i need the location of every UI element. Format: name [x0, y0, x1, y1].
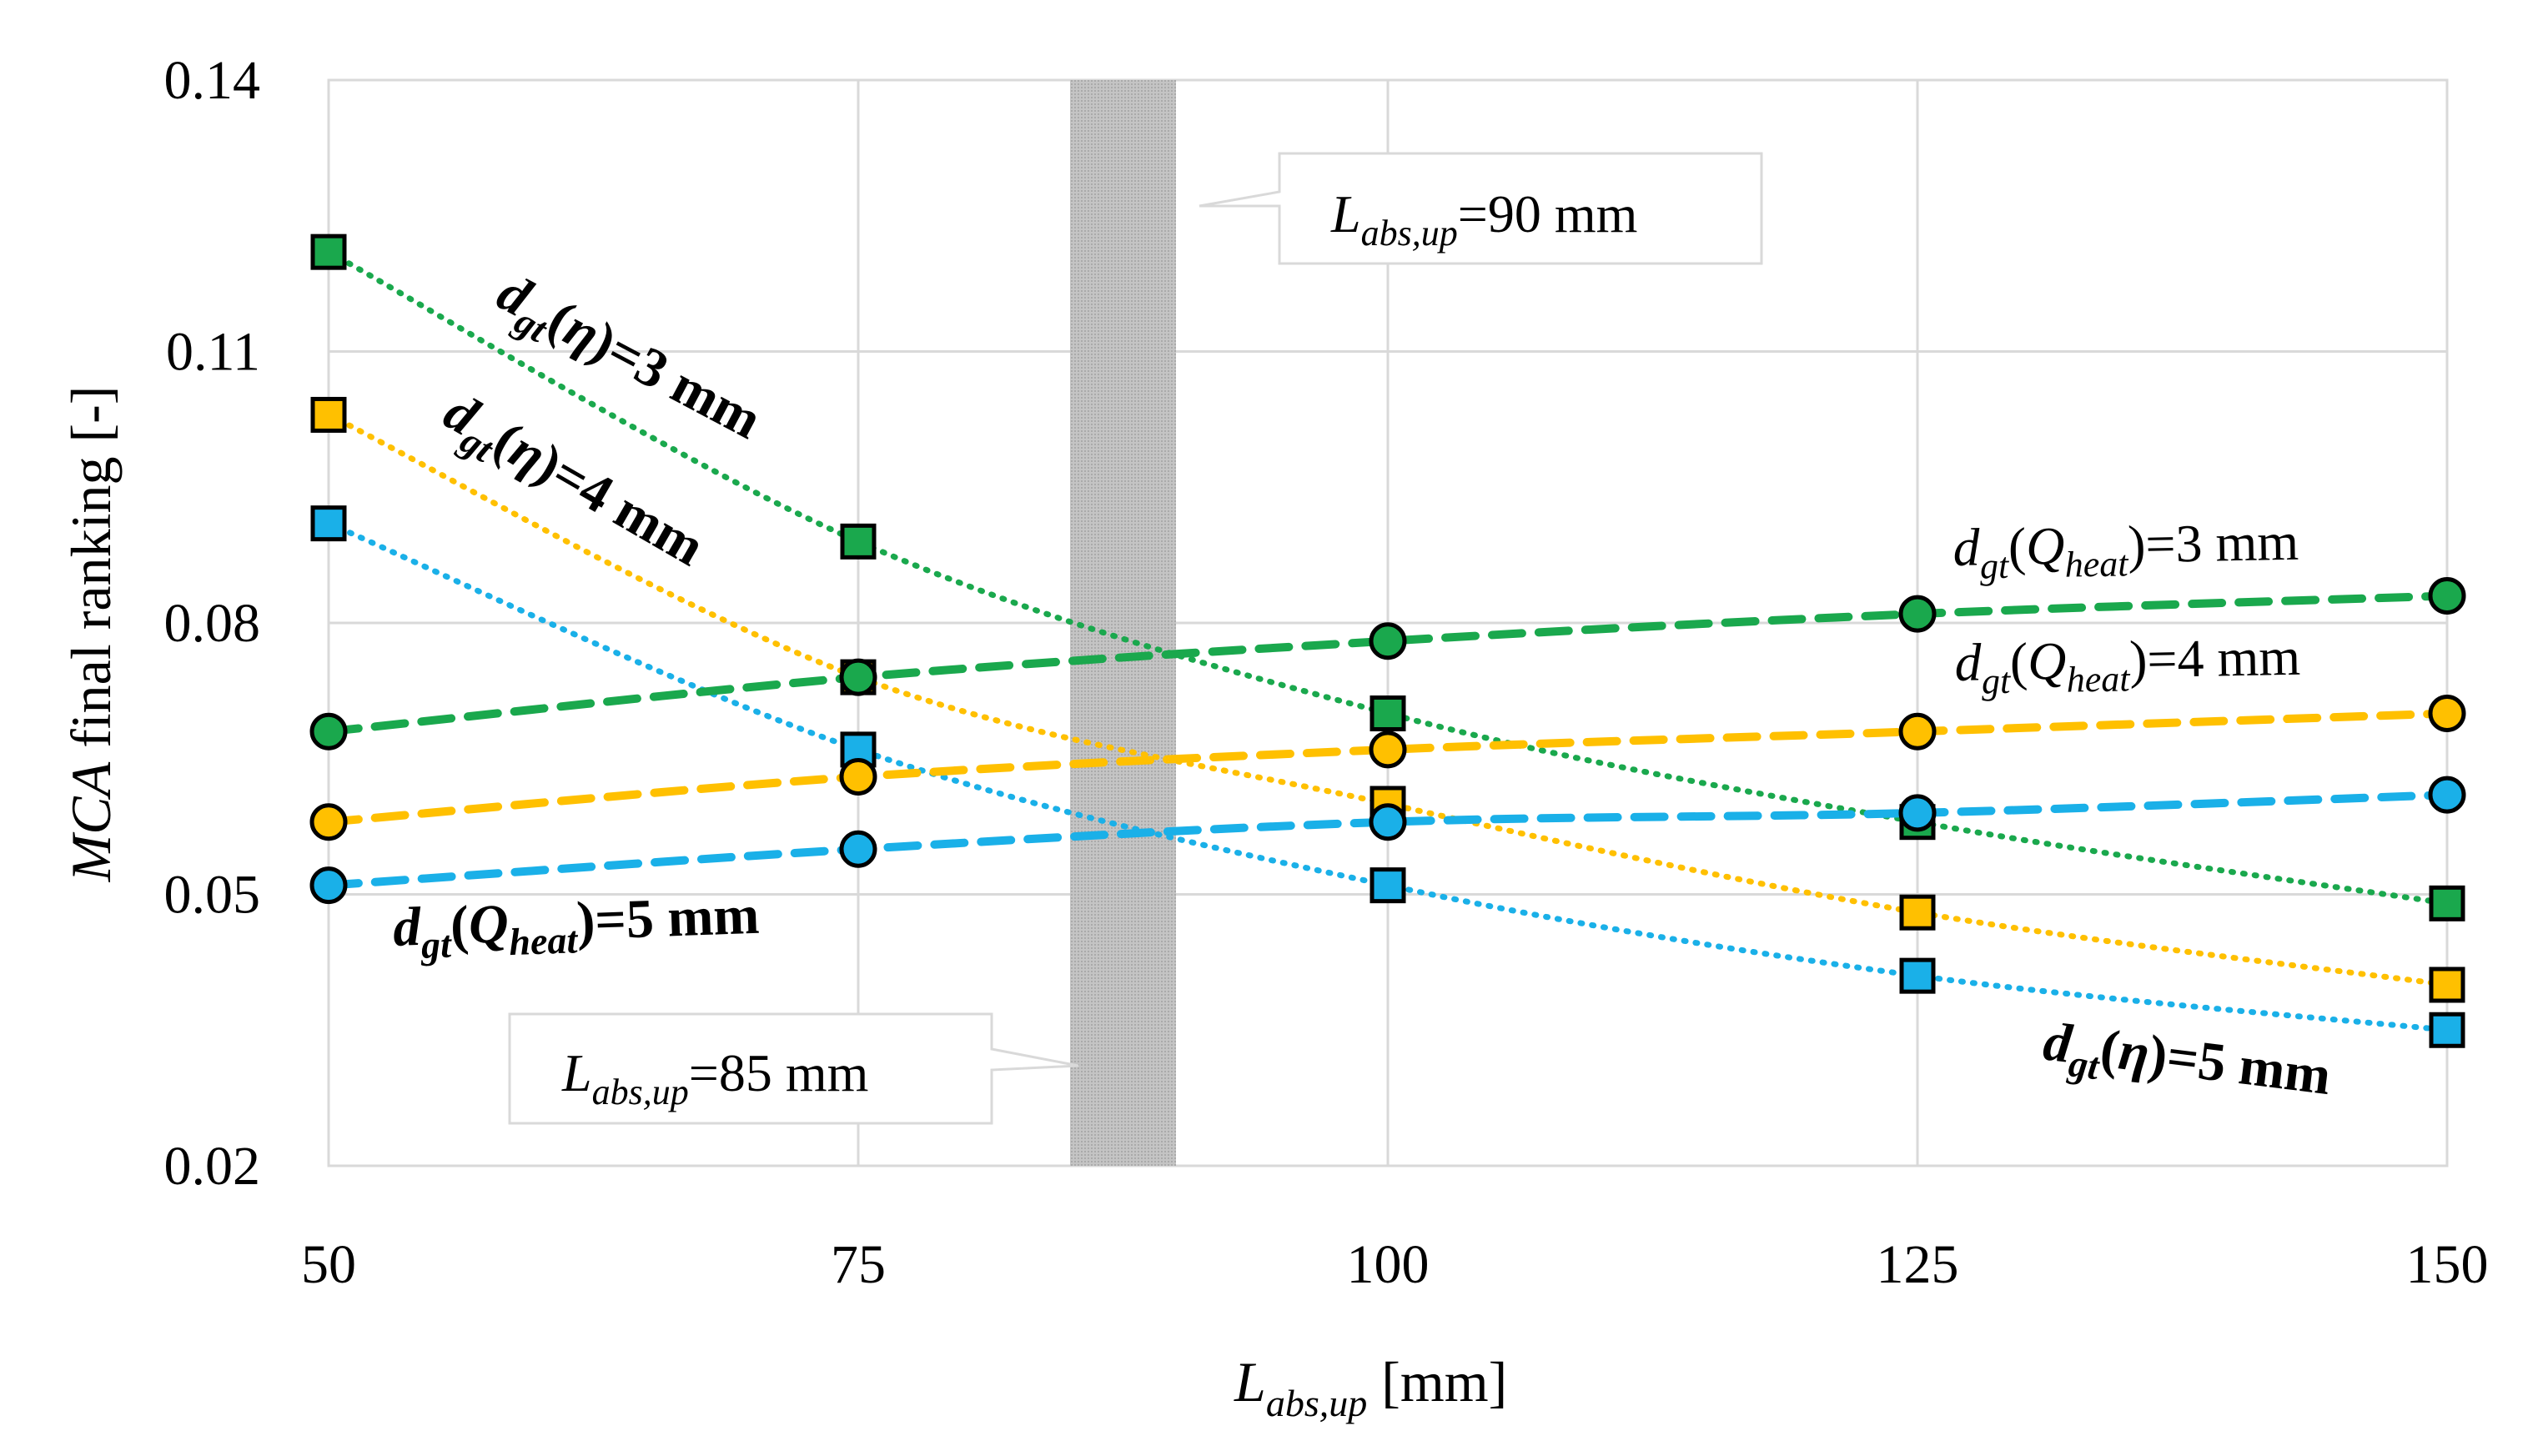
x-axis-title: Labs,up [mm]: [1234, 1350, 1507, 1424]
y-tick-label: 0.05: [164, 865, 261, 926]
marker-q4: [1898, 712, 1937, 751]
marker-q4: [309, 803, 348, 841]
marker-eta3: [1369, 695, 1406, 731]
marker-q5: [2428, 776, 2466, 814]
marker-eta3: [2429, 885, 2465, 921]
marker-eta5: [1369, 867, 1406, 904]
series-line-q4: [324, 709, 2451, 826]
marker-eta4: [1899, 894, 1936, 931]
y-tick-label: 0.14: [164, 50, 261, 111]
marker-q3: [1898, 595, 1937, 633]
marker-q5: [1898, 794, 1937, 832]
callout-90-rest: =90 mm: [1458, 184, 1638, 244]
y-tick-labels: 0.02 0.05 0.08 0.11 0.14: [164, 50, 261, 1197]
marker-eta4: [2429, 966, 2465, 1003]
x-tick-label: 75: [831, 1234, 886, 1295]
marker-eta5: [310, 505, 347, 542]
marker-eta5: [2429, 1012, 2465, 1048]
series-markers: [309, 233, 2466, 1048]
marker-q5: [839, 830, 877, 868]
x-tick-label: 150: [2406, 1234, 2489, 1295]
callout-90-sub: abs,up: [1361, 213, 1458, 254]
callout-90mm: Labs,up=90 mm: [1199, 152, 1763, 265]
series-line-eta3: [325, 249, 2450, 906]
marker-q3: [839, 658, 877, 696]
label-q4: dgt(Qheat)=4 mm: [1954, 627, 2301, 702]
svg-text:dgt(η)=5 mm: dgt(η)=5 mm: [2039, 1011, 2334, 1116]
marker-q5: [1369, 803, 1407, 841]
x-tick-labels: 50 75 100 125 150: [301, 1234, 2489, 1295]
label-eta5: dgt(η)=5 mm: [2039, 1011, 2334, 1116]
x-tick-label: 125: [1877, 1234, 1959, 1295]
callout-85mm: Labs,up=85 mm: [508, 1012, 1079, 1125]
marker-q4: [839, 757, 877, 796]
highlight-band: [1070, 80, 1176, 1166]
marker-eta4: [310, 396, 347, 433]
y-tick-label: 0.02: [164, 1136, 261, 1197]
marker-q3: [2428, 576, 2466, 615]
marker-eta5: [1899, 957, 1936, 994]
x-tick-label: 100: [1347, 1234, 1430, 1295]
y-tick-label: 0.08: [164, 593, 261, 654]
y-axis-title: MCA final ranking [-]: [59, 386, 123, 883]
svg-text:dgt(Qheat)=3 mm: dgt(Qheat)=3 mm: [1952, 512, 2299, 587]
y-tick-label: 0.11: [166, 322, 260, 383]
marker-q4: [2428, 695, 2466, 732]
svg-text:Labs,up=90 mm: Labs,up=90 mm: [1330, 184, 1637, 254]
callout-85-main: L: [561, 1043, 592, 1102]
svg-text:Labs,up=85 mm: Labs,up=85 mm: [561, 1043, 868, 1112]
label-q5: dgt(Qheat)=5 mm: [392, 885, 761, 967]
callout-85-sub: abs,up: [592, 1072, 689, 1112]
svg-text:dgt(Qheat)=5 mm: dgt(Qheat)=5 mm: [392, 885, 761, 967]
marker-eta3: [310, 233, 347, 270]
plot-area-border: [327, 78, 2449, 1167]
callout-90-main: L: [1330, 184, 1361, 244]
series-line-q3: [324, 591, 2451, 736]
svg-text:dgt(Qheat)=4 mm: dgt(Qheat)=4 mm: [1954, 627, 2301, 702]
x-tick-label: 50: [301, 1234, 356, 1295]
marker-eta3: [840, 523, 877, 560]
callout-85-rest: =85 mm: [689, 1043, 869, 1102]
marker-q4: [1369, 731, 1407, 769]
label-q3: dgt(Qheat)=3 mm: [1952, 512, 2299, 587]
marker-q3: [1369, 622, 1407, 660]
marker-q3: [309, 712, 348, 751]
marker-q5: [309, 866, 348, 905]
